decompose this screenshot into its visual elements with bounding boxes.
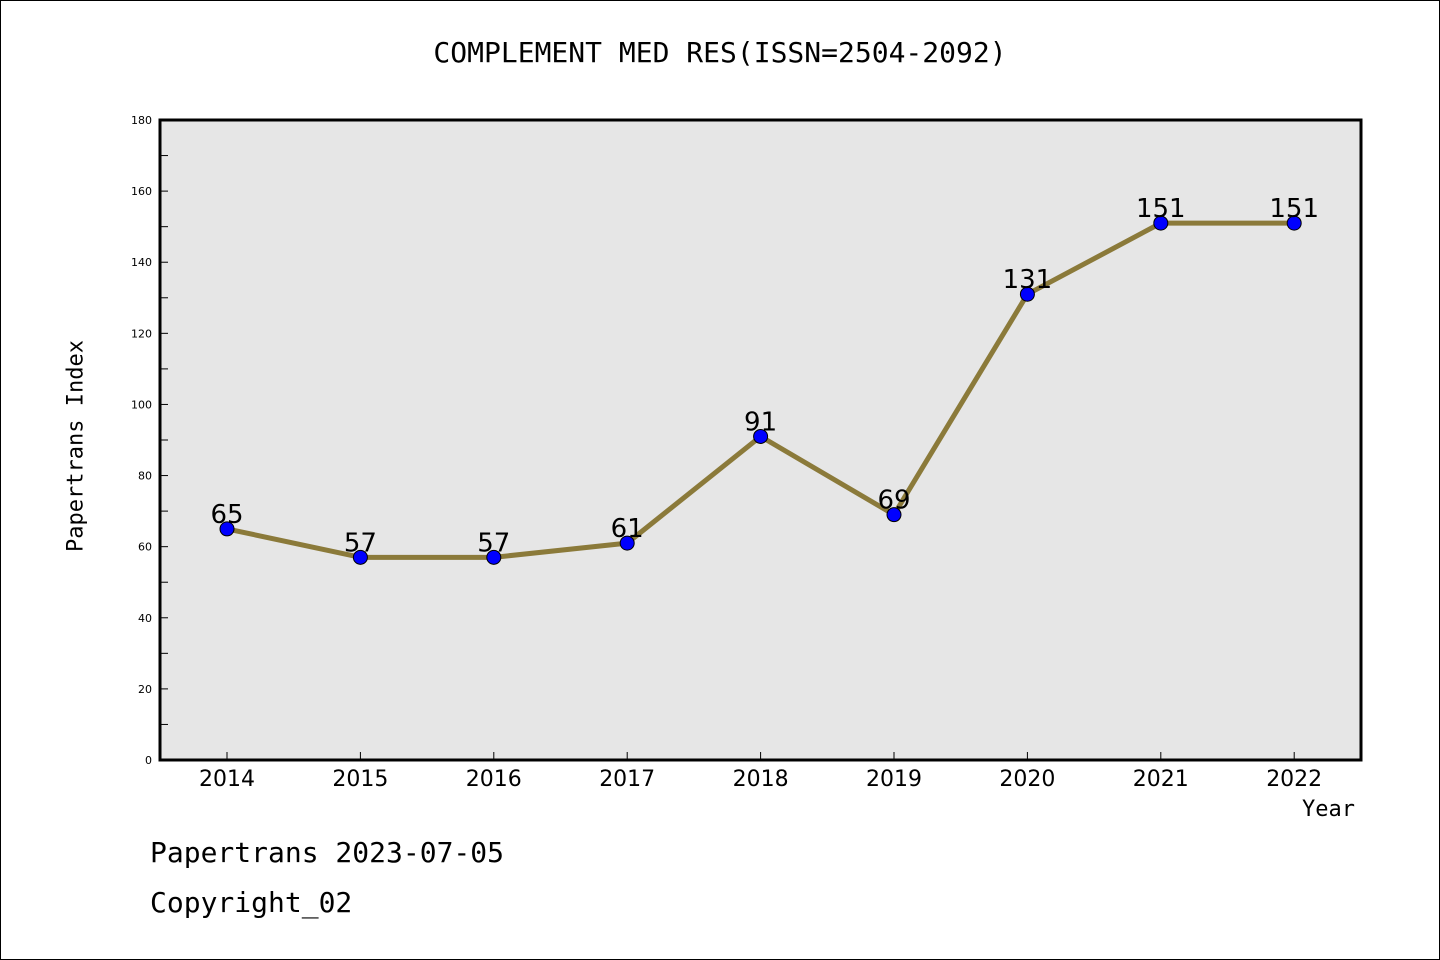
y-tick-label: 0 (145, 754, 152, 767)
x-tick-label: 2021 (1133, 767, 1189, 792)
y-tick-label: 40 (138, 612, 152, 625)
data-label: 69 (877, 486, 910, 516)
y-tick-label: 100 (131, 398, 152, 411)
footer-date: Papertrans 2023-07-05 (150, 836, 505, 869)
data-point (1153, 215, 1169, 231)
y-tick-label: 120 (131, 327, 152, 340)
y-tick-label: 180 (131, 114, 152, 127)
data-point (1286, 215, 1302, 231)
data-point (352, 549, 368, 565)
data-label: 65 (210, 500, 243, 530)
data-label: 151 (1136, 194, 1186, 224)
data-label: 61 (611, 514, 644, 544)
data-label: 131 (1003, 265, 1053, 295)
footer-copyright: Copyright_02 (150, 886, 353, 919)
x-tick-label: 2022 (1266, 767, 1322, 792)
data-label: 151 (1269, 194, 1319, 224)
x-tick-label: 2016 (466, 767, 522, 792)
y-tick-label: 160 (131, 185, 152, 198)
data-point (753, 428, 769, 444)
x-axis-label: Year (1302, 797, 1355, 822)
data-label: 57 (477, 528, 510, 558)
data-label: 91 (744, 407, 777, 437)
data-point (219, 521, 235, 537)
data-label: 57 (344, 528, 377, 558)
data-point (1019, 286, 1035, 302)
x-tick-label: 2014 (199, 767, 255, 792)
x-tick-label: 2020 (999, 767, 1055, 792)
x-tick-label: 2015 (332, 767, 388, 792)
y-tick-label: 60 (138, 541, 152, 554)
chart-title: COMPLEMENT MED RES(ISSN=2504-2092) (433, 36, 1007, 69)
plot-border (158, 118, 1363, 762)
data-point (486, 549, 502, 565)
y-tick-label: 20 (138, 683, 152, 696)
x-tick-label: 2017 (599, 767, 655, 792)
y-tick-label: 140 (131, 256, 152, 269)
data-point (886, 507, 902, 523)
x-tick-label: 2018 (733, 767, 789, 792)
x-tick-label: 2019 (866, 767, 922, 792)
y-tick-label: 80 (138, 470, 152, 483)
data-point (619, 535, 635, 551)
